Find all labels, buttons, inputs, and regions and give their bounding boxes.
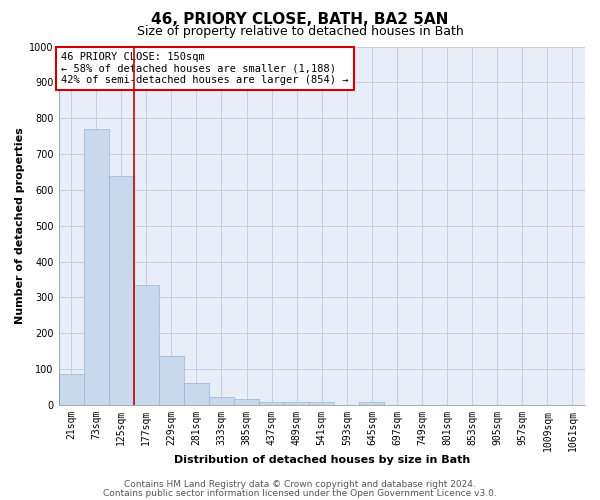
Bar (83, 129, 109, 405)
X-axis label: Distribution of detached houses by size in Bath: Distribution of detached houses by size … (173, 455, 470, 465)
Y-axis label: Number of detached properties: Number of detached properties (15, 128, 25, 324)
Bar (59, 374, 83, 405)
Text: Contains public sector information licensed under the Open Government Licence v3: Contains public sector information licen… (103, 488, 497, 498)
Bar (184, 384, 209, 405)
Bar (134, 285, 159, 405)
Bar (359, 402, 385, 405)
Bar (284, 402, 309, 405)
Bar (259, 402, 284, 405)
Bar (109, 176, 134, 405)
Text: 46, PRIORY CLOSE, BATH, BA2 5AN: 46, PRIORY CLOSE, BATH, BA2 5AN (151, 12, 449, 28)
Bar (159, 356, 184, 405)
Bar (209, 397, 234, 405)
Text: 46 PRIORY CLOSE: 150sqm
← 58% of detached houses are smaller (1,188)
42% of semi: 46 PRIORY CLOSE: 150sqm ← 58% of detache… (61, 52, 349, 85)
Bar (234, 400, 259, 405)
Bar (309, 402, 334, 405)
Text: Contains HM Land Registry data © Crown copyright and database right 2024.: Contains HM Land Registry data © Crown c… (124, 480, 476, 489)
Text: Size of property relative to detached houses in Bath: Size of property relative to detached ho… (137, 25, 463, 38)
